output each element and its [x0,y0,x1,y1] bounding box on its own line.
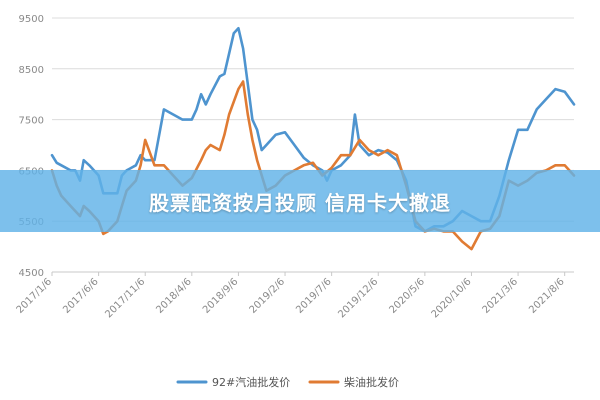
x-tick-label: 2021/3/6 [481,276,521,316]
x-tick-label: 2017/6/6 [61,276,101,316]
x-tick-label: 2019/2/6 [248,276,288,316]
x-tick-label: 2018/4/6 [154,276,194,316]
x-tick-label: 2020/10/6 [430,276,474,320]
x-tick-label: 2020/5/6 [387,276,427,316]
y-axis: 450055006500750085009500 [19,14,44,279]
grid-lines [52,17,574,273]
x-tick-label: 2019/7/6 [294,276,334,316]
x-tick-label: 2017/11/6 [103,276,147,320]
legend-label-1: 92#汽油批发价 [212,375,290,389]
x-tick-label: 2019/12/6 [336,276,380,320]
x-tick-label: 2018/9/6 [201,276,241,316]
x-axis: 2017/1/6 2017/6/6 2017/11/6 2018/4/6 2018/9/… [15,271,574,320]
overlay-banner: 股票配资按月投顾 信用卡大撤退 [0,170,600,232]
y-tick-label: 9500 [19,14,44,25]
banner-text: 股票配资按月投顾 信用卡大撤退 [149,190,451,215]
legend-label-2: 柴油批发价 [344,375,399,389]
y-tick-label: 4500 [19,268,44,279]
y-tick-label: 8500 [19,65,44,76]
x-tick-label: 2017/1/6 [15,276,55,316]
y-tick-label: 7500 [19,116,44,127]
legend: 92#汽油批发价 柴油批发价 [176,375,399,389]
x-tick-label: 2021/8/6 [527,276,567,316]
